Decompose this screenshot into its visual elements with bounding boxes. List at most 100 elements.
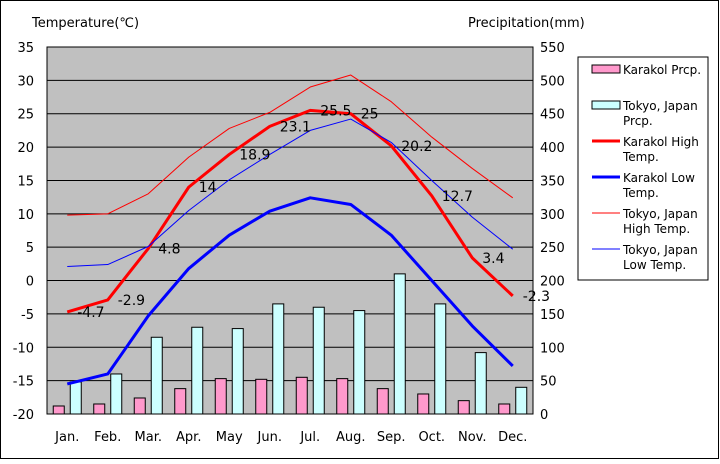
- x-tick-label: Apr.: [176, 430, 201, 445]
- legend-label: Temp.: [622, 150, 659, 164]
- right-tick-label: 400: [540, 141, 565, 156]
- karakol-prcp-bar: [133, 397, 146, 415]
- data-label: -2.9: [118, 293, 145, 309]
- legend-label: Tokyo, Japan: [622, 243, 698, 257]
- precipitation-bars: [52, 273, 528, 415]
- left-axis-title: Temperature(℃): [31, 16, 139, 31]
- data-labels: -4.7 -2.9 4.8 14 18.9 23.1 25.5 25 20.2 12.7 3.4 -2…: [77, 103, 550, 321]
- legend-label: Low Temp.: [623, 258, 686, 272]
- legend-label: Prcp.: [623, 114, 653, 128]
- karakol-prcp-bar: [93, 403, 106, 415]
- right-tick-label: 350: [540, 174, 565, 189]
- legend-label: Temp.: [622, 186, 659, 200]
- left-tick-label: -15: [13, 375, 34, 390]
- data-label: -4.7: [77, 305, 104, 321]
- data-label: 20.2: [401, 139, 432, 155]
- left-tick-label: 10: [17, 208, 34, 223]
- karakol-prcp-bar: [214, 378, 227, 415]
- tokyo-prcp-bar: [110, 373, 123, 415]
- legend-swatch: [591, 100, 621, 110]
- legend-label: Karakol High: [623, 135, 699, 149]
- tokyo-prcp-bar: [474, 352, 487, 415]
- x-tick-label: Feb.: [94, 430, 121, 445]
- karakol-prcp-bar: [174, 388, 187, 415]
- right-tick-label: 0: [540, 408, 548, 423]
- left-tick-label: 20: [17, 141, 34, 156]
- legend-box: [577, 56, 709, 281]
- legend-swatch: [591, 64, 621, 74]
- right-tick-label: 550: [540, 41, 565, 56]
- x-tick-label: Sep.: [377, 430, 406, 445]
- legend-label: Tokyo, Japan: [622, 99, 698, 113]
- legend-label: High Temp.: [623, 222, 690, 236]
- karakol-prcp-bar: [336, 378, 349, 415]
- data-label: 18.9: [239, 147, 270, 163]
- karakol-prcp-bar: [498, 403, 511, 415]
- karakol-prcp-bar: [295, 376, 308, 415]
- karakol-low-line: [66, 196, 514, 386]
- karakol-prcp-bar: [417, 393, 430, 415]
- x-tick-label: Aug.: [336, 430, 366, 445]
- right-tick-label: 50: [540, 375, 557, 390]
- left-tick-label: 25: [17, 108, 34, 123]
- x-tick-label: May: [216, 430, 243, 445]
- right-axis-title: Precipitation(mm): [468, 16, 585, 31]
- legend-label: Karakol Prcp.: [623, 63, 701, 77]
- x-tick-label: Dec.: [498, 430, 527, 445]
- left-tick-label: -20: [13, 408, 34, 423]
- karakol-prcp-bar: [457, 400, 470, 415]
- x-tick-label: Jun.: [257, 430, 282, 445]
- karakol-prcp-bar: [52, 405, 65, 415]
- legend-label: Karakol Low: [623, 171, 695, 185]
- data-label: 3.4: [482, 251, 504, 267]
- tokyo-prcp-bar: [393, 273, 406, 415]
- right-tick-label: 100: [540, 341, 565, 356]
- x-tick-label: Jul.: [299, 430, 320, 445]
- tokyo-prcp-bar: [150, 336, 163, 415]
- tokyo-prcp-bar: [69, 381, 82, 415]
- tokyo-prcp-bar: [515, 386, 528, 415]
- left-tick-label: -5: [21, 308, 34, 323]
- data-label: -2.3: [523, 289, 550, 305]
- tokyo-prcp-bar: [434, 303, 447, 415]
- left-axis-ticks: 35 30 25 20 15 10 5 0 -5 -10 -15 -20: [13, 41, 34, 423]
- data-label: 12.7: [442, 189, 473, 205]
- tokyo-prcp-bar: [191, 326, 204, 415]
- right-tick-label: 500: [540, 74, 565, 89]
- data-label: 4.8: [158, 242, 180, 258]
- x-tick-label: Oct.: [418, 430, 445, 445]
- tokyo-prcp-bar: [353, 310, 366, 415]
- left-tick-label: 35: [17, 41, 34, 56]
- tokyo-prcp-bar: [272, 303, 285, 415]
- gridlines: [47, 79, 533, 382]
- x-tick-label: Jan.: [54, 430, 79, 445]
- x-axis-ticks: Jan. Feb. Mar. Apr. May Jun. Jul. Aug. Sep. Oct. N…: [54, 430, 527, 445]
- plot-area: [46, 46, 534, 415]
- legend-label: Tokyo, Japan: [622, 207, 698, 221]
- left-tick-label: 5: [26, 241, 34, 256]
- temperature-lines: [66, 74, 514, 386]
- left-tick-label: 30: [17, 74, 34, 89]
- tokyo-low-line: [67, 118, 514, 268]
- data-label: 25: [361, 107, 379, 123]
- right-tick-label: 300: [540, 208, 565, 223]
- left-tick-label: 15: [17, 174, 34, 189]
- karakol-high-line: [66, 108, 514, 314]
- right-tick-label: 150: [540, 308, 565, 323]
- left-tick-label: 0: [26, 275, 34, 290]
- right-tick-label: 200: [540, 275, 565, 290]
- karakol-prcp-bar: [255, 378, 268, 415]
- karakol-prcp-bar: [376, 388, 389, 415]
- data-label: 23.1: [280, 119, 311, 135]
- right-tick-label: 250: [540, 241, 565, 256]
- x-tick-label: Nov.: [458, 430, 487, 445]
- tokyo-prcp-bar: [231, 328, 244, 415]
- right-tick-label: 450: [540, 108, 565, 123]
- left-tick-label: -10: [13, 341, 34, 356]
- tokyo-high-line: [67, 74, 514, 216]
- data-label: 14: [199, 180, 217, 196]
